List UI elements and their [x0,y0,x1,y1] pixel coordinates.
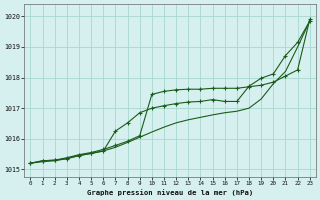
X-axis label: Graphe pression niveau de la mer (hPa): Graphe pression niveau de la mer (hPa) [87,189,253,196]
